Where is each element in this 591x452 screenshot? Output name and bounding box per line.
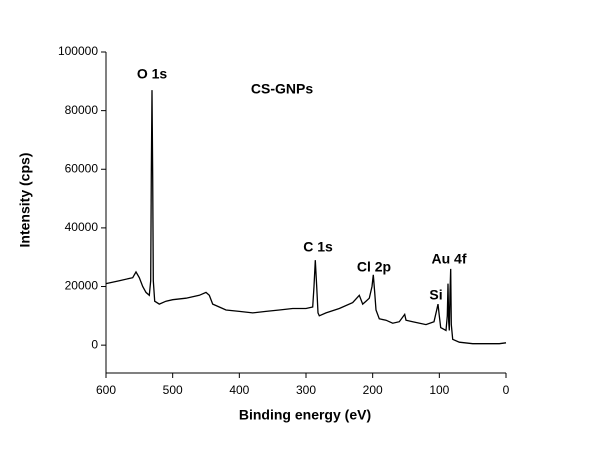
x-tick-label: 100 bbox=[429, 383, 449, 397]
x-tick-label: 400 bbox=[229, 383, 249, 397]
peak-label: Si bbox=[429, 287, 442, 303]
x-axis-title: Binding energy (eV) bbox=[239, 407, 371, 423]
x-tick-label: 0 bbox=[503, 383, 510, 397]
x-tick-label: 200 bbox=[363, 383, 383, 397]
y-tick-label: 40000 bbox=[65, 220, 99, 234]
y-tick-label: 0 bbox=[91, 337, 98, 351]
peak-label: O 1s bbox=[137, 66, 168, 82]
peak-label: Au 4f bbox=[432, 251, 467, 267]
y-tick-label: 100000 bbox=[58, 44, 98, 58]
x-tick-label: 600 bbox=[96, 383, 116, 397]
y-axis-title: Intensity (cps) bbox=[17, 153, 33, 248]
series-label: CS-GNPs bbox=[251, 81, 313, 97]
x-tick-label: 500 bbox=[163, 383, 183, 397]
peak-label: C 1s bbox=[303, 239, 333, 255]
y-tick-label: 80000 bbox=[65, 103, 99, 117]
peak-label: Cl 2p bbox=[357, 259, 391, 275]
y-tick-label: 60000 bbox=[65, 161, 99, 175]
x-tick-label: 300 bbox=[296, 383, 316, 397]
y-tick-label: 20000 bbox=[65, 279, 99, 293]
spectrum-line bbox=[105, 90, 507, 345]
